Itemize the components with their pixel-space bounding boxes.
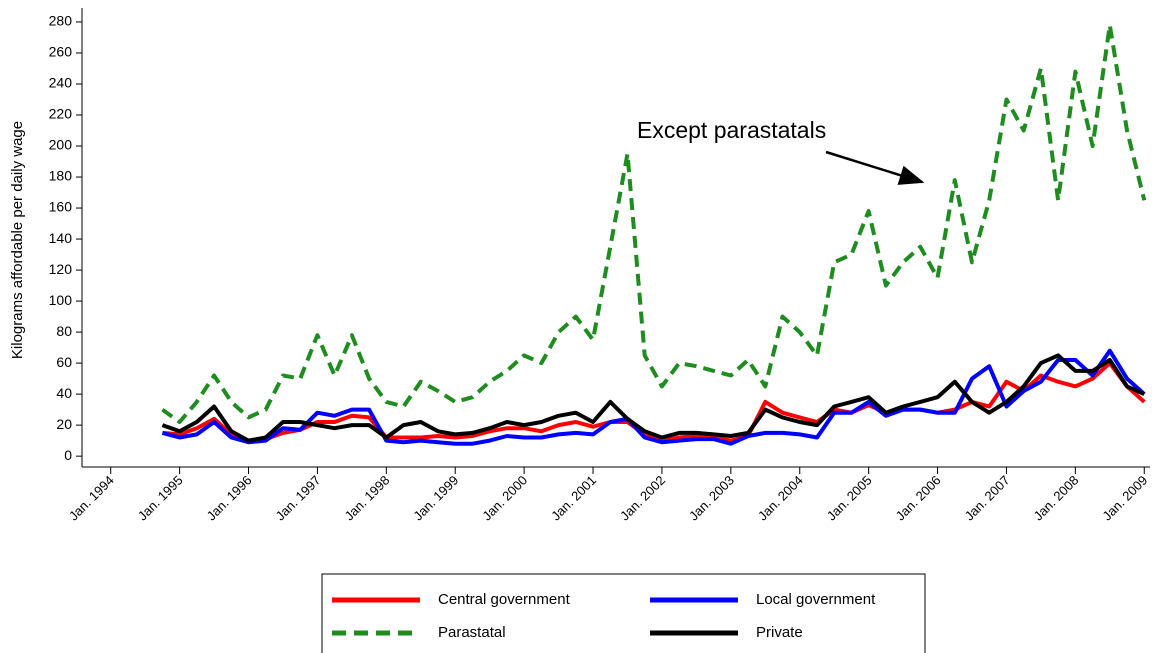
y-tick-label: 60 [56,354,72,370]
x-tick-label: Jan. 2004 [755,473,806,524]
x-tick-label: Jan. 2001 [548,473,599,524]
y-axis-label: Kilograms affordable per daily wage [9,121,26,359]
annotation-arrow [825,150,925,185]
y-tick-label: 0 [64,447,72,463]
x-tick-label: Jan. 2009 [1099,473,1150,524]
y-tick-label: 20 [56,416,72,432]
x-tick-label: Jan. 2006 [893,473,944,524]
series-line [161,23,1147,424]
x-tick-label: Jan. 2007 [962,473,1013,524]
y-tick-label: 240 [49,75,73,91]
x-tick-label: Jan. 2002 [617,473,668,524]
y-tick-label: 180 [49,168,73,184]
x-tick-label: Jan. 1994 [66,473,117,524]
series-line [161,348,1146,446]
y-tick-label: 280 [49,13,73,29]
x-tick-label: Jan. 1995 [135,473,186,524]
y-tick-label: 220 [49,106,73,122]
x-tick-label: Jan. 1996 [204,473,255,524]
y-tick-label: 260 [49,44,73,60]
x-tick-label: Jan. 2005 [824,473,875,524]
y-tick-label: 140 [49,230,73,246]
x-tick-label: Jan. 1998 [341,473,392,524]
y-tick-label: 100 [49,292,73,308]
legend-label: Parastatal [438,624,506,641]
y-tick-label: 40 [56,385,72,401]
x-tick-label: Jan. 2008 [1030,473,1081,524]
series-line [162,361,1146,445]
legend-label: Private [756,624,803,641]
y-tick-label: 120 [49,261,73,277]
legend-box [321,573,926,653]
y-tick-label: 80 [56,323,72,339]
x-tick-label: Jan. 2003 [686,473,737,524]
legend-label: Central government [438,591,571,608]
y-tick-label: 200 [49,137,73,153]
x-tick-label: Jan. 2000 [479,473,530,524]
annotation: Except parastatals [637,117,826,143]
series-line [161,353,1146,443]
y-tick-label: 160 [49,199,73,215]
legend-label: Local government [756,591,876,608]
x-tick-label: Jan. 1999 [410,473,461,524]
x-tick-label: Jan. 1997 [273,473,324,524]
